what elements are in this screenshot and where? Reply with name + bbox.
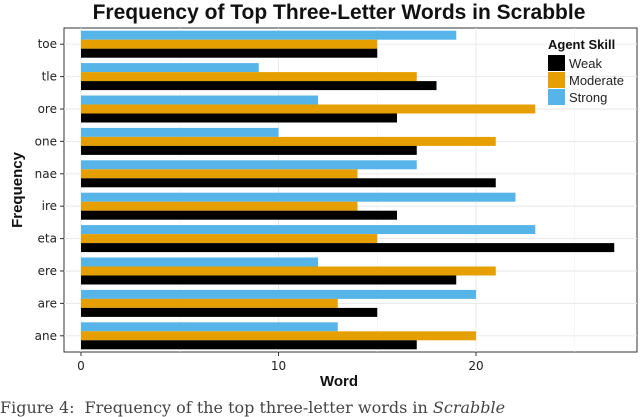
legend-swatch-moderate [548, 72, 565, 88]
bar-moderate-ere [81, 266, 496, 276]
bar-weak-nae [81, 178, 496, 188]
bar-strong-eta [81, 225, 536, 235]
bar-moderate-are [81, 298, 338, 308]
bar-weak-tle [81, 81, 437, 91]
bar-weak-ere [81, 275, 457, 285]
legend-swatch-strong [548, 89, 565, 105]
bar-strong-ane [81, 322, 338, 332]
y-tick-label: eta [38, 232, 57, 246]
legend-label-strong: Strong [569, 90, 607, 105]
bar-strong-tle [81, 63, 259, 73]
bar-moderate-tle [81, 72, 417, 82]
bar-strong-ore [81, 95, 318, 105]
y-tick-label: ore [38, 102, 57, 116]
y-tick-label: are [38, 296, 57, 310]
bar-moderate-ane [81, 331, 476, 341]
bar-weak-ane [81, 340, 417, 350]
y-tick-label: toe [38, 37, 57, 51]
y-tick-label: ire [42, 199, 57, 213]
bar-moderate-nae [81, 169, 358, 179]
bar-weak-eta [81, 243, 615, 253]
legend-title: Agent Skill [548, 37, 615, 52]
legend-label-moderate: Moderate [569, 73, 624, 88]
bar-weak-ore [81, 113, 397, 123]
bar-strong-ere [81, 257, 318, 267]
bar-strong-one [81, 127, 279, 137]
bar-strong-nae [81, 160, 417, 170]
y-tick-label: one [35, 134, 57, 148]
bar-weak-toe [81, 48, 378, 58]
y-tick-label: tle [42, 70, 57, 84]
legend-label-weak: Weak [569, 56, 602, 71]
bar-moderate-ore [81, 104, 536, 114]
caption-text: Frequency of the top three-letter words … [84, 398, 428, 417]
caption-label: Figure 4: [0, 398, 75, 417]
x-tick-label: 0 [77, 359, 85, 373]
x-tick-label: 10 [271, 359, 286, 373]
bar-moderate-toe [81, 39, 378, 49]
bar-strong-ire [81, 192, 516, 202]
bar-moderate-eta [81, 234, 378, 244]
legend-swatch-weak [548, 55, 565, 71]
y-tick-label: ere [38, 264, 57, 278]
y-tick-label: nae [35, 167, 57, 181]
chart-title: Frequency of Top Three-Letter Words in S… [93, 1, 586, 24]
y-tick-label: ane [35, 329, 57, 343]
figure-caption: Figure 4: Frequency of the top three-lett… [0, 398, 640, 417]
caption-emphasis: Scrabble [432, 398, 506, 417]
bar-weak-one [81, 145, 417, 155]
bar-strong-are [81, 289, 476, 299]
bar-weak-ire [81, 210, 397, 220]
x-tick-label: 20 [468, 359, 483, 373]
legend: Agent Skill Weak Moderate Strong [548, 37, 624, 105]
bar-moderate-one [81, 136, 496, 146]
y-axis-title: Frequency [9, 151, 26, 228]
x-axis-title: Word [320, 373, 358, 390]
bar-strong-toe [81, 30, 457, 40]
bar-weak-are [81, 307, 378, 317]
bar-moderate-ire [81, 201, 358, 211]
